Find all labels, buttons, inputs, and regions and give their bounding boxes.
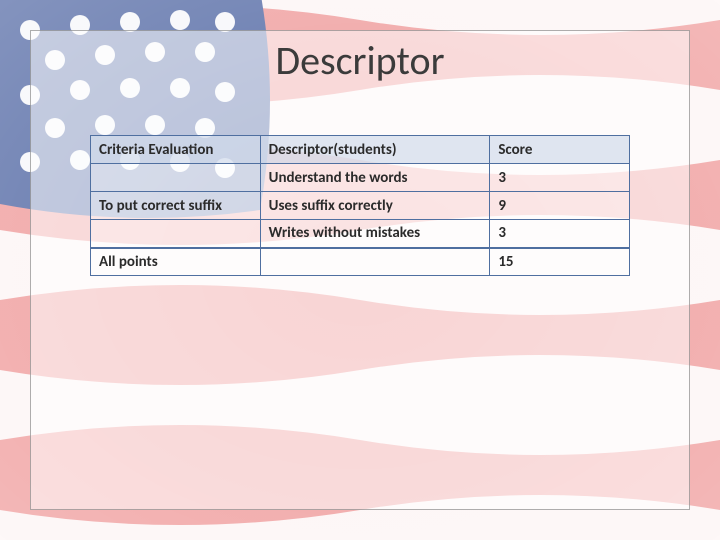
table-cell: 9 xyxy=(490,192,630,220)
table-cell xyxy=(91,220,261,248)
header-cell: Descriptor(students) xyxy=(260,136,490,164)
table-cell: 3 xyxy=(490,164,630,192)
table-row: Writes without mistakes 3 xyxy=(91,220,630,248)
table-cell: All points xyxy=(91,248,261,276)
table-cell: Uses suffix correctly xyxy=(260,192,490,220)
table-row-total: All points 15 xyxy=(91,248,630,276)
slide-title: Descriptor xyxy=(56,36,664,85)
table-cell: 15 xyxy=(490,248,630,276)
table-cell: Understand the words xyxy=(260,164,490,192)
table-row: Understand the words 3 xyxy=(91,164,630,192)
header-cell: Score xyxy=(490,136,630,164)
table-cell: Writes without mistakes xyxy=(260,220,490,248)
slide-content: Descriptor Criteria Evaluation Descripto… xyxy=(0,0,720,540)
table-cell: To put correct suffix xyxy=(91,192,261,220)
table-cell: 3 xyxy=(490,220,630,248)
table-cell xyxy=(260,248,490,276)
table-row: To put correct suffix Uses suffix correc… xyxy=(91,192,630,220)
descriptor-table: Criteria Evaluation Descriptor(students)… xyxy=(90,135,630,276)
table-cell xyxy=(91,164,261,192)
header-cell: Criteria Evaluation xyxy=(91,136,261,164)
table-header-row: Criteria Evaluation Descriptor(students)… xyxy=(91,136,630,164)
